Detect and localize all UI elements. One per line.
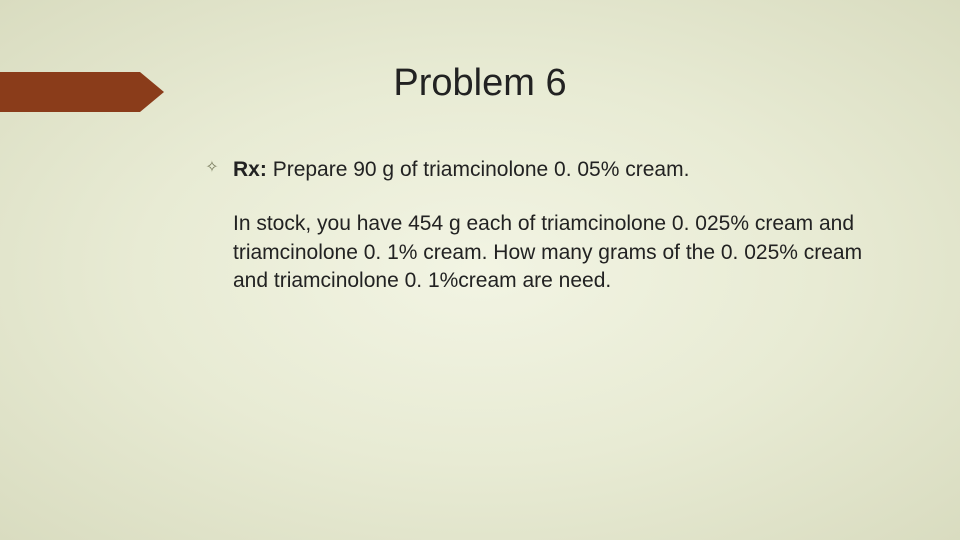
bullet-row: ✧ Rx: Prepare 90 g of triamcinolone 0. 0… xyxy=(205,155,885,184)
rx-label: Rx: xyxy=(233,158,267,181)
rx-line: Rx: Prepare 90 g of triamcinolone 0. 05%… xyxy=(233,155,689,184)
slide-title: Problem 6 xyxy=(0,62,960,105)
body-text: In stock, you have 454 g each of triamci… xyxy=(233,210,885,295)
slide-content: ✧ Rx: Prepare 90 g of triamcinolone 0. 0… xyxy=(205,155,885,295)
rx-text: Prepare 90 g of triamcinolone 0. 05% cre… xyxy=(273,158,690,181)
bullet-icon: ✧ xyxy=(205,161,219,175)
